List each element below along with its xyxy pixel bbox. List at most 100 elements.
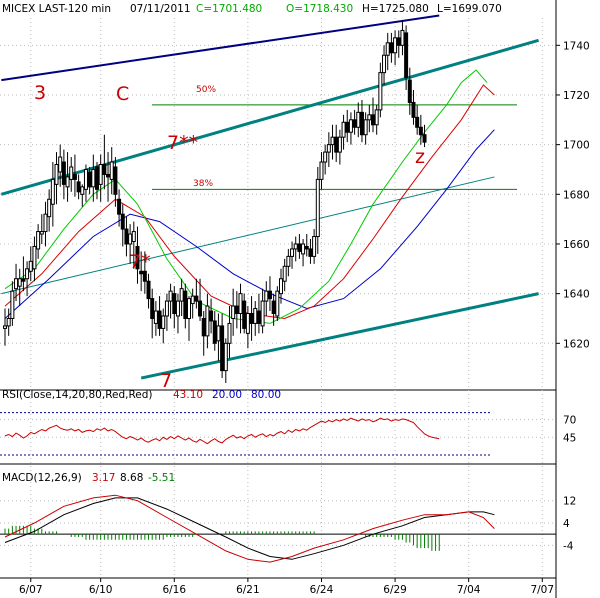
candle-body bbox=[253, 308, 258, 324]
candle-body bbox=[69, 166, 74, 180]
candle bbox=[32, 236, 37, 282]
candle bbox=[61, 149, 66, 200]
candle bbox=[95, 162, 99, 200]
candle bbox=[352, 109, 357, 135]
candle-body bbox=[422, 134, 427, 143]
rsi-lower-band: 20.00 bbox=[212, 389, 242, 401]
candle bbox=[256, 293, 261, 334]
candle-body bbox=[106, 173, 111, 178]
candle-body bbox=[3, 325, 7, 329]
wave-label-z: z bbox=[415, 146, 425, 168]
candle-body bbox=[330, 136, 335, 146]
candle bbox=[227, 306, 232, 359]
candle-body bbox=[411, 101, 416, 118]
price-tick-label: 1700 bbox=[563, 140, 590, 152]
candle-body bbox=[227, 322, 232, 344]
candle-body bbox=[153, 310, 158, 324]
candle-body bbox=[80, 186, 85, 195]
candle bbox=[113, 157, 118, 207]
candle-body bbox=[245, 313, 250, 334]
candle bbox=[271, 293, 276, 326]
channel-layer bbox=[0, 14, 540, 380]
candle bbox=[205, 293, 210, 349]
candle bbox=[315, 166, 320, 254]
candle bbox=[422, 124, 427, 148]
candle-body bbox=[220, 325, 225, 372]
candle bbox=[153, 301, 158, 336]
candle bbox=[393, 30, 398, 66]
rsi-tick-label: 45 bbox=[563, 432, 576, 444]
x-tick-label: 7/07 bbox=[530, 584, 554, 596]
candle-body bbox=[164, 300, 169, 317]
candle-body bbox=[378, 72, 383, 111]
candle bbox=[58, 144, 63, 187]
candle bbox=[286, 248, 291, 277]
fib-label-50: 50% bbox=[196, 85, 216, 95]
candle-body bbox=[198, 300, 203, 317]
candle-body bbox=[50, 178, 55, 205]
candle bbox=[124, 216, 129, 257]
candle bbox=[290, 241, 295, 269]
candle bbox=[39, 214, 44, 244]
candle-body bbox=[400, 29, 405, 46]
candle bbox=[109, 147, 114, 195]
candle bbox=[223, 338, 228, 384]
chart-header: MICEX LAST-120 min 07/11/2011 C=1701.480… bbox=[2, 3, 502, 15]
candle-body bbox=[341, 121, 346, 138]
candle bbox=[17, 268, 22, 307]
candle bbox=[279, 268, 283, 304]
candle-body bbox=[113, 166, 118, 195]
candle bbox=[245, 306, 250, 349]
rsi-value: 43.10 bbox=[173, 389, 203, 401]
macd-tick-label: 4 bbox=[563, 518, 570, 530]
candle bbox=[319, 152, 324, 190]
candle bbox=[164, 293, 169, 331]
candle-body bbox=[242, 300, 247, 329]
candle-body bbox=[323, 151, 328, 163]
candle-body bbox=[109, 161, 114, 180]
x-tick-label: 6/16 bbox=[162, 584, 186, 596]
candle-body bbox=[39, 231, 44, 235]
candle bbox=[304, 234, 309, 257]
candle-body bbox=[337, 136, 342, 153]
candle bbox=[36, 224, 41, 259]
candle bbox=[106, 152, 111, 202]
candle bbox=[249, 296, 254, 341]
candle-body bbox=[389, 42, 394, 54]
x-tick-label: 6/10 bbox=[89, 584, 113, 596]
candle bbox=[157, 296, 162, 336]
candle bbox=[411, 90, 416, 125]
candle-body bbox=[187, 298, 191, 319]
candle-body bbox=[175, 300, 180, 317]
price-tick-label: 1740 bbox=[563, 40, 590, 52]
macd-line bbox=[4, 494, 495, 563]
candle bbox=[348, 112, 353, 145]
candle bbox=[201, 311, 206, 356]
candle-body bbox=[367, 114, 372, 121]
candle bbox=[47, 189, 52, 232]
candle bbox=[293, 236, 298, 262]
candle-body bbox=[286, 255, 291, 267]
candle-body bbox=[374, 109, 379, 126]
candle-body bbox=[212, 320, 217, 344]
candle-body bbox=[135, 245, 140, 270]
macd-value-1: 3.17 bbox=[92, 472, 115, 484]
header-high: H=1725.080 bbox=[362, 3, 429, 15]
candle bbox=[76, 174, 81, 200]
price-tick-label: 1660 bbox=[563, 239, 590, 251]
candle-body bbox=[363, 119, 368, 136]
candle bbox=[28, 246, 33, 282]
candle-body bbox=[25, 268, 30, 280]
grid-layer bbox=[0, 18, 556, 578]
candle bbox=[131, 221, 136, 269]
candle bbox=[6, 308, 11, 336]
candle-body bbox=[201, 317, 206, 337]
candle bbox=[282, 258, 287, 292]
candle bbox=[301, 239, 306, 267]
candle bbox=[297, 234, 302, 259]
candle-body bbox=[61, 161, 66, 185]
candle bbox=[231, 288, 236, 336]
rsi-upper-band: 80.00 bbox=[251, 389, 281, 401]
candle bbox=[359, 99, 364, 143]
candle bbox=[385, 32, 390, 71]
